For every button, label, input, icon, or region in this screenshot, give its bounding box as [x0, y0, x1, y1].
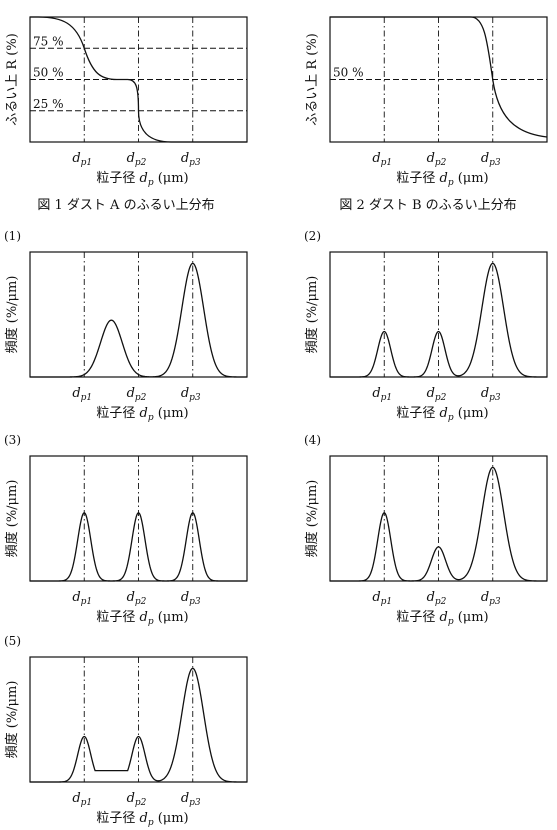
- figure-caption: 図 1 ダスト A のふるい上分布: [37, 198, 214, 213]
- x-tick-label: dp2: [127, 590, 147, 607]
- y-axis-label: 頻度 (%/μm): [4, 480, 20, 558]
- y-ref-label: 25 %: [33, 97, 64, 111]
- chart-opt2: dp1 dp2 dp3 粒子径 dp (μm) 頻度 (%/μm) (2): [304, 229, 548, 423]
- panel-label: (2): [304, 229, 321, 243]
- series-line: [30, 667, 247, 783]
- y-ref-label: 50 %: [333, 66, 364, 80]
- x-tick-label: dp1: [72, 386, 92, 403]
- x-tick-label: dp1: [372, 386, 392, 403]
- x-tick-label: dp2: [427, 590, 447, 607]
- x-tick-label: dp3: [181, 791, 201, 808]
- x-tick-label: dp2: [427, 151, 447, 168]
- x-axis-label: 粒子径 dp (μm): [96, 811, 188, 828]
- chart-opt4: dp1 dp2 dp3 粒子径 dp (μm) 頻度 (%/μm) (4): [304, 433, 548, 627]
- y-ref-label: 75 %: [33, 34, 64, 48]
- x-tick-label: dp2: [127, 386, 147, 403]
- x-tick-label: dp3: [181, 590, 201, 607]
- series-line: [330, 16, 548, 138]
- y-axis-label: 頻度 (%/μm): [304, 480, 320, 558]
- figure-caption: 図 2 ダスト B のふるい上分布: [339, 198, 516, 213]
- panel-label: (1): [4, 229, 21, 243]
- series-line: [330, 466, 547, 582]
- x-axis-label: 粒子径 dp (μm): [96, 171, 188, 188]
- panel-label: (3): [4, 433, 21, 447]
- x-tick-label: dp2: [427, 386, 447, 403]
- x-tick-label: dp1: [372, 590, 392, 607]
- x-tick-label: dp3: [481, 590, 501, 607]
- y-ref-label: 50 %: [33, 66, 64, 80]
- x-tick-label: dp3: [181, 151, 201, 168]
- y-axis-label: 頻度 (%/μm): [4, 681, 20, 759]
- x-axis-label: 粒子径 dp (μm): [396, 610, 488, 627]
- x-tick-label: dp1: [72, 151, 92, 168]
- chart-opt5: dp1 dp2 dp3 粒子径 dp (μm) 頻度 (%/μm) (5): [4, 634, 248, 828]
- x-tick-label: dp1: [372, 151, 392, 168]
- x-tick-label: dp3: [481, 386, 501, 403]
- series-line: [30, 262, 247, 378]
- x-tick-label: dp2: [127, 151, 147, 168]
- series-line: [30, 512, 247, 582]
- x-axis-label: 粒子径 dp (μm): [396, 406, 488, 423]
- x-tick-label: dp1: [72, 791, 92, 808]
- chart-fig2: dp1 dp2 dp3 粒子径 dp (μm) ふるい上 R (%) 50 % 図 2 ダス…: [305, 16, 548, 213]
- panel-label: (4): [304, 433, 321, 447]
- x-tick-label: dp3: [181, 386, 201, 403]
- chart-fig1: dp1 dp2 dp3 粒子径 dp (μm) ふるい上 R (%) 75 % 50 % 25…: [5, 16, 248, 213]
- y-axis-label: 頻度 (%/μm): [304, 276, 320, 354]
- x-axis-label: 粒子径 dp (μm): [96, 406, 188, 423]
- chart-opt1: dp1 dp2 dp3 粒子径 dp (μm) 頻度 (%/μm) (1): [4, 229, 248, 423]
- x-axis-label: 粒子径 dp (μm): [96, 610, 188, 627]
- x-tick-label: dp1: [72, 590, 92, 607]
- panel-label: (5): [4, 634, 21, 648]
- series-line: [30, 16, 247, 143]
- y-axis-label: ふるい上 R (%): [305, 33, 320, 126]
- x-tick-label: dp3: [481, 151, 501, 168]
- x-tick-label: dp2: [127, 791, 147, 808]
- series-line: [330, 262, 547, 378]
- y-axis-label: ふるい上 R (%): [5, 33, 20, 126]
- chart-opt3: dp1 dp2 dp3 粒子径 dp (μm) 頻度 (%/μm) (3): [4, 433, 248, 627]
- x-axis-label: 粒子径 dp (μm): [396, 171, 488, 188]
- y-axis-label: 頻度 (%/μm): [4, 276, 20, 354]
